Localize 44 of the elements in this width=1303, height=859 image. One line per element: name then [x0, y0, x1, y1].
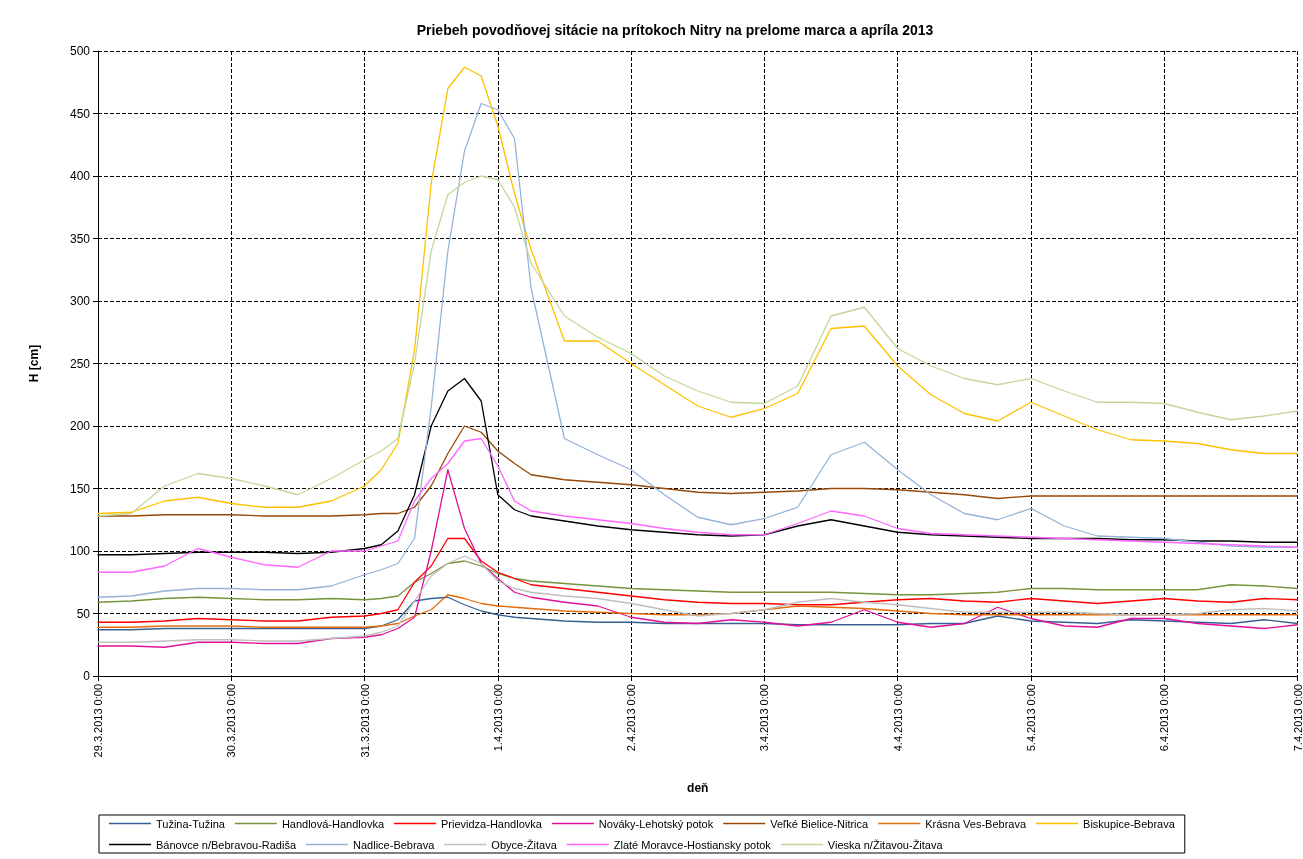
x-tick-label: 7.4.2013 0:00 [1291, 684, 1303, 752]
x-tick-label: 29.3.2013 0:00 [92, 684, 104, 758]
legend-label: Obyce-Žitava [491, 838, 558, 851]
legend-label: Nadlice-Bebrava [353, 838, 436, 851]
y-tick-label: 300 [69, 294, 91, 308]
legend-label: Tužina-Tužina [156, 817, 226, 830]
legend-label: Prievidza-Handlovka [440, 817, 543, 830]
legend-label: Veľké Bielice-Nitrica [770, 817, 870, 830]
line-series [97, 175, 1299, 517]
y-tick-label: 350 [69, 231, 91, 246]
legend-label: Vieska n/Žitavou-Žitava [827, 838, 944, 851]
y-tick-label: 500 [69, 44, 91, 58]
x-tick-label: 2.4.2013 0:00 [625, 684, 638, 752]
legend-label: Nováky-Lehotský potok [598, 817, 714, 830]
legend-label: Bánovce n/Bebravou-Radiša [156, 838, 297, 851]
y-tick-label: 450 [69, 106, 91, 121]
legend-label: Krásna Ves-Bebrava [925, 817, 1027, 830]
x-tick-label: 31.3.2013 0:00 [358, 684, 371, 758]
y-tick-label: 0 [83, 669, 91, 683]
x-tick-label: 5.4.2013 0:00 [1024, 684, 1037, 752]
legend-label: Biskupice-Bebrava [1083, 817, 1176, 830]
line-series [97, 469, 1299, 648]
legend-label: Handlová-Handlovka [281, 817, 385, 830]
y-tick-label: 200 [69, 419, 91, 433]
y-tick-label: 150 [69, 481, 91, 496]
x-tick-label: 30.3.2013 0:00 [225, 684, 238, 758]
line-series [97, 437, 1299, 573]
line-series [97, 555, 1299, 643]
line-series [97, 66, 1299, 515]
y-tick-label: 50 [76, 606, 91, 621]
y-tick-label: 250 [69, 356, 91, 371]
y-tick-label: 100 [69, 544, 91, 558]
x-tick-label: 1.4.2013 0:00 [491, 684, 504, 752]
y-axis-title: H [cm] [27, 344, 41, 383]
x-axis-title: deň [687, 781, 709, 795]
chart-title: Priebeh povodňovej sitácie na prítokoch Nitry na prelome marca a apríla 2013 [416, 22, 934, 38]
x-tick-label: 3.4.2013 0:00 [758, 684, 771, 752]
x-tick-label: 6.4.2013 0:00 [1158, 684, 1171, 752]
x-tick-label: 4.4.2013 0:00 [891, 684, 904, 752]
y-tick-label: 400 [69, 169, 91, 183]
line-series [97, 537, 1299, 623]
legend-label: Zlaté Moravce-Hostiansky potok [613, 838, 772, 851]
line-series [97, 425, 1299, 517]
line-series [97, 560, 1299, 603]
